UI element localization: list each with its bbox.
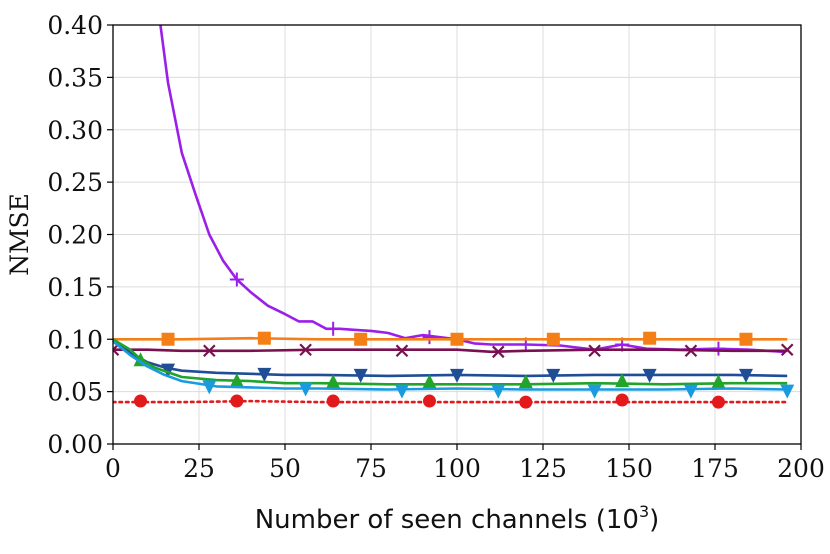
series-5-marker-2 bbox=[394, 384, 409, 399]
series-6-marker-0 bbox=[134, 394, 148, 408]
series-5-marker-6 bbox=[780, 384, 795, 399]
series-2-marker-1 bbox=[203, 344, 216, 358]
x-tick-label: 125 bbox=[519, 454, 567, 483]
series-2-marker-4 bbox=[492, 345, 505, 359]
series-1-marker-5 bbox=[643, 331, 657, 345]
series-1-marker-0 bbox=[161, 332, 175, 346]
series-6-marker-6 bbox=[711, 395, 725, 409]
series-6-marker-3 bbox=[422, 394, 436, 408]
series-4-marker-3 bbox=[422, 374, 437, 389]
series-6 bbox=[113, 393, 789, 409]
y-tick-label: 0.15 bbox=[47, 273, 103, 302]
series-5-marker-4 bbox=[587, 384, 602, 399]
series-1-marker-4 bbox=[546, 332, 560, 346]
y-tick-label: 0.35 bbox=[47, 63, 103, 92]
series-4-marker-1 bbox=[229, 373, 244, 388]
series-1-marker-2 bbox=[354, 332, 368, 346]
series-0-line bbox=[159, 25, 784, 354]
x-tick-label: 100 bbox=[433, 454, 481, 483]
series-2-marker-5 bbox=[588, 344, 601, 358]
series-0 bbox=[159, 25, 784, 356]
series-3-marker-5 bbox=[642, 368, 657, 383]
y-axis-title: NMSE bbox=[5, 193, 34, 276]
series-5 bbox=[113, 340, 795, 399]
x-axis-title: Number of seen channels (103) bbox=[255, 502, 660, 535]
series-4-marker-2 bbox=[326, 374, 341, 389]
series-2-marker-3 bbox=[395, 344, 409, 358]
x-tick-label: 75 bbox=[355, 454, 387, 483]
series-3-marker-1 bbox=[257, 367, 272, 382]
series-3-marker-6 bbox=[738, 368, 753, 383]
series-6-marker-1 bbox=[230, 394, 244, 408]
series-0-marker-5 bbox=[711, 341, 726, 356]
series-3-marker-3 bbox=[450, 368, 464, 383]
series-6-line bbox=[113, 399, 789, 404]
y-tick-label: 0.05 bbox=[47, 378, 103, 407]
series-3-line bbox=[113, 340, 788, 378]
y-tick-label: 0.40 bbox=[47, 11, 103, 40]
series-0-marker-0 bbox=[229, 272, 244, 287]
series-2-marker-7 bbox=[780, 343, 794, 357]
y-tick-label: 0.20 bbox=[47, 221, 103, 250]
series-layer bbox=[113, 25, 795, 409]
x-tick-label: 25 bbox=[183, 454, 215, 483]
x-tick-label: 175 bbox=[691, 454, 739, 483]
series-5-marker-0 bbox=[202, 380, 217, 395]
y-tick-label: 0.10 bbox=[47, 325, 103, 354]
x-tick-label: 200 bbox=[777, 454, 825, 483]
x-axis-title-text: Number of seen channels (10 bbox=[255, 505, 639, 535]
x-tick-label: 50 bbox=[269, 454, 301, 483]
series-2 bbox=[113, 343, 794, 359]
series-2-marker-0 bbox=[113, 343, 120, 357]
series-1-line bbox=[113, 336, 788, 341]
series-1-marker-3 bbox=[450, 332, 464, 346]
x-tick-label: 150 bbox=[605, 454, 653, 483]
series-5-marker-5 bbox=[683, 384, 698, 399]
series-1-marker-1 bbox=[257, 331, 271, 345]
series-3-marker-4 bbox=[546, 368, 561, 383]
x-axis-title-close: ) bbox=[649, 505, 659, 535]
y-tick-label: 0.00 bbox=[47, 430, 103, 459]
series-1-marker-6 bbox=[739, 332, 753, 346]
series-4-marker-6 bbox=[711, 374, 726, 389]
series-6-marker-2 bbox=[326, 394, 340, 408]
series-6-marker-5 bbox=[615, 393, 629, 407]
series-0-marker-1 bbox=[326, 321, 341, 336]
series-5-marker-1 bbox=[298, 382, 313, 397]
series-4-marker-5 bbox=[615, 373, 630, 388]
x-tick-label: 0 bbox=[105, 454, 121, 483]
series-5-marker-3 bbox=[491, 384, 506, 399]
series-4-marker-4 bbox=[518, 374, 533, 389]
series-6-marker-4 bbox=[519, 395, 533, 409]
x-axis-title-exponent: 3 bbox=[639, 502, 649, 521]
series-1 bbox=[113, 331, 788, 346]
series-0-marker-2 bbox=[422, 330, 437, 345]
y-tick-label: 0.25 bbox=[47, 168, 103, 197]
y-tick-label: 0.30 bbox=[47, 116, 103, 145]
series-3-marker-2 bbox=[353, 368, 368, 383]
series-3-marker-0 bbox=[161, 363, 176, 378]
series-3 bbox=[113, 340, 788, 383]
series-2-line bbox=[113, 348, 788, 354]
tick-labels: 0 25 50 75 100 125 150 175 200 0.00 0.05 0.10 0.15 0.… bbox=[47, 11, 825, 483]
series-2-marker-6 bbox=[684, 344, 698, 358]
series-2-marker-2 bbox=[299, 343, 312, 357]
